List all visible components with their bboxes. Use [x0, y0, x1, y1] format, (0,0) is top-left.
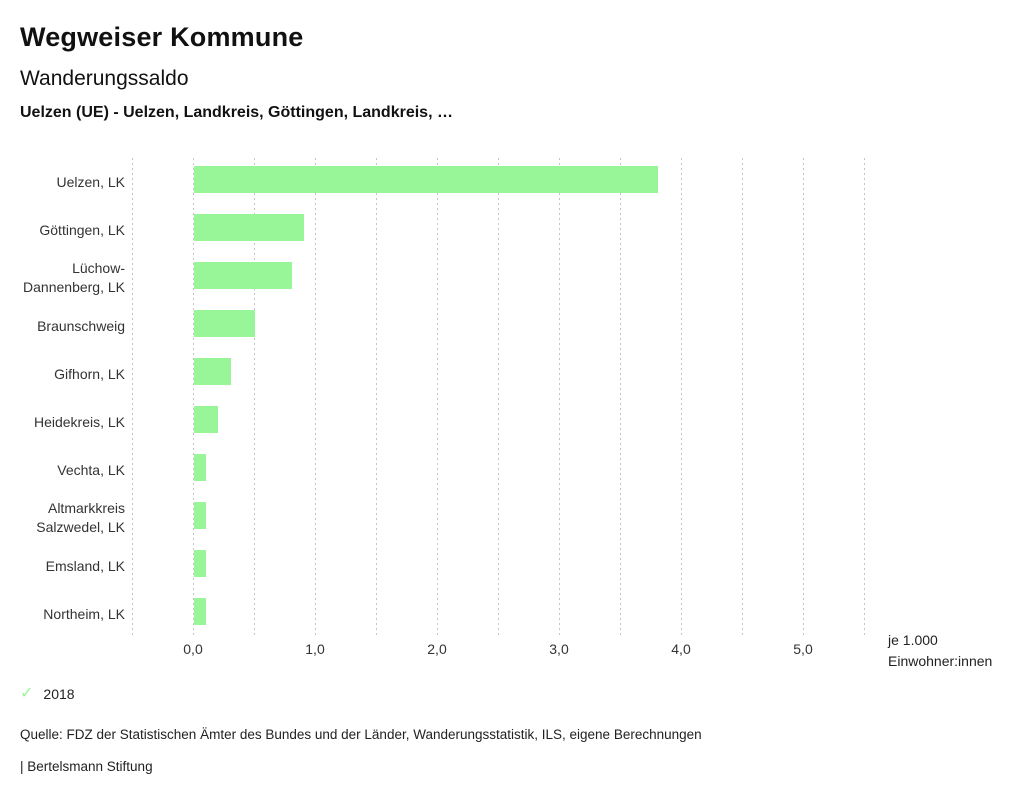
bar[interactable]: [194, 262, 292, 289]
x-axis-unit-line2: Einwohner:innen: [888, 653, 993, 669]
gridline: [559, 158, 560, 638]
x-tick-label: 5,0: [793, 641, 813, 657]
bar[interactable]: [194, 550, 207, 577]
bar[interactable]: [194, 502, 207, 529]
page-title: Wegweiser Kommune: [20, 22, 304, 52]
bar[interactable]: [194, 406, 219, 433]
gridline: [742, 158, 743, 638]
gridline: [803, 158, 804, 638]
gridline: [254, 158, 255, 638]
category-label: Lüchow- Dannenberg, LK: [23, 260, 125, 295]
chart-selection-subtitle: Uelzen (UE) - Uelzen, Landkreis, Götting…: [20, 104, 453, 121]
category-label: Northeim, LK: [43, 605, 125, 622]
source-text: Quelle: FDZ der Statistischen Ämter des …: [20, 727, 702, 742]
chart-title: Wanderungssaldo: [20, 67, 189, 90]
bar-chart: Uelzen, LK Göttingen, LK Lüchow- Dannenber…: [0, 158, 1024, 657]
category-label: Göttingen, LK: [39, 221, 125, 238]
gridline: [132, 158, 133, 638]
bar[interactable]: [194, 358, 231, 385]
x-tick-label: 2,0: [427, 641, 447, 657]
category-label: Braunschweig: [37, 317, 125, 334]
gridline: [620, 158, 621, 638]
bar[interactable]: [194, 310, 255, 337]
gridline: [681, 158, 682, 638]
bar[interactable]: [194, 598, 207, 625]
category-label: Altmarkkreis Salzwedel, LK: [36, 500, 125, 535]
category-label: Heidekreis, LK: [33, 413, 125, 430]
category-label: Vechta, LK: [57, 461, 125, 478]
gridline: [864, 158, 865, 638]
bar[interactable]: [194, 454, 207, 481]
x-axis-unit-label: je 1.000 Einwohner:innen: [888, 630, 992, 672]
gridline: [437, 158, 438, 638]
gridline: [193, 158, 194, 638]
attribution-text: | Bertelsmann Stiftung: [20, 759, 153, 774]
x-tick-label: 3,0: [549, 641, 569, 657]
category-label: Uelzen, LK: [56, 173, 125, 190]
x-axis-unit-line1: je 1.000: [888, 632, 938, 648]
gridline: [498, 158, 499, 638]
check-icon: ✓: [20, 685, 34, 702]
bar[interactable]: [194, 214, 304, 241]
x-tick-label: 4,0: [671, 641, 691, 657]
x-tick-label: 1,0: [305, 641, 325, 657]
legend-item-2018[interactable]: ✓ 2018: [20, 685, 75, 703]
category-label: Emsland, LK: [45, 557, 125, 574]
gridline: [315, 158, 316, 638]
category-label: Gifhorn, LK: [54, 365, 125, 382]
bar[interactable]: [194, 166, 658, 193]
x-tick-label: 0,0: [183, 641, 203, 657]
legend-year-label: 2018: [43, 686, 75, 702]
gridline: [376, 158, 377, 638]
